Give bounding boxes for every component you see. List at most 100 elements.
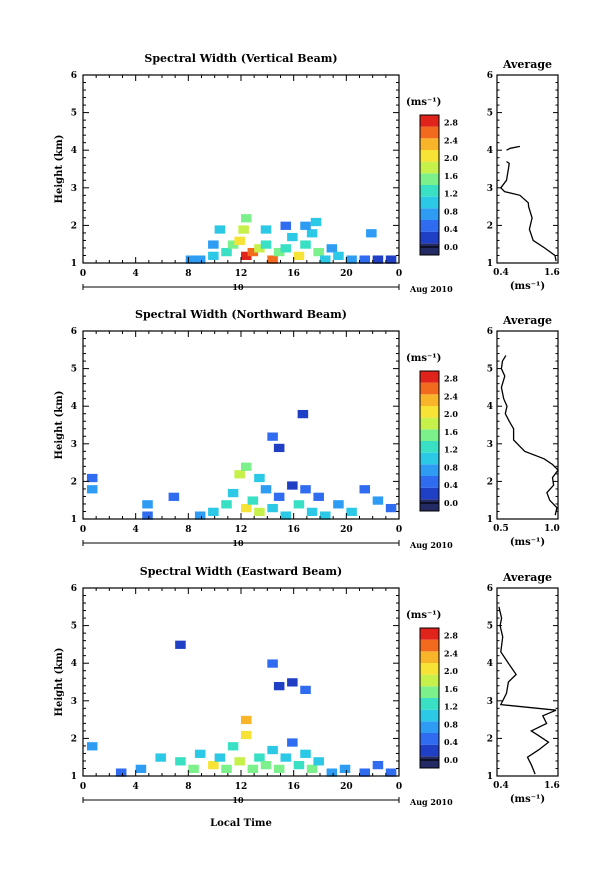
heatmap-cell [280, 753, 292, 762]
heatmap-cell [300, 221, 311, 230]
colorbar-swatch [420, 126, 439, 139]
colorbar-swatch [420, 721, 439, 733]
heatmap-cell [185, 255, 197, 264]
x-tick-label: 4 [133, 269, 139, 279]
heatmap-cell [260, 225, 272, 234]
x-tick-label: 0 [80, 269, 86, 279]
colorbar-swatch [420, 733, 439, 745]
colorbar-tick-label: 0.4 [444, 480, 458, 490]
colorbar-tick-label: 1.2 [444, 445, 458, 455]
heatmap-cell [273, 492, 285, 501]
colorbar-tick-label: 0.8 [444, 719, 458, 729]
colorbar-tick-label: 2.0 [444, 666, 458, 676]
colorbar-tick-label: 0.8 [444, 462, 458, 472]
heatmap-cell [214, 225, 226, 234]
heatmap-cell [214, 753, 226, 762]
colorbar-swatch [420, 196, 439, 209]
heatmap-cell [260, 240, 272, 249]
heatmap-cell [247, 764, 259, 773]
colorbar-tick-label: 2.0 [444, 153, 458, 163]
colorbar-swatch [420, 709, 439, 722]
heatmap-cell [306, 764, 318, 773]
heatmap-cell [287, 738, 298, 747]
colorbar-swatch [420, 394, 439, 406]
heatmap-cell [273, 247, 285, 257]
average-x-tick-label: 0.4 [493, 268, 509, 278]
x-tick-label: 20 [340, 269, 353, 279]
heatmap-cell [339, 764, 351, 773]
heatmap-cell [297, 409, 309, 419]
heatmap-cell [273, 682, 285, 691]
heatmap-cell [86, 473, 98, 483]
heatmap-cell [234, 470, 245, 479]
colorbar-units: (ms⁻¹) [406, 97, 441, 108]
y-tick-label: 1 [71, 772, 77, 782]
y-tick-label: 1 [71, 259, 77, 269]
heatmap-cell [234, 757, 245, 766]
x-tick-label: 16 [287, 525, 300, 535]
heatmap-cell [254, 473, 265, 483]
y-tick-label: 4 [71, 659, 77, 669]
colorbar-swatch [420, 674, 439, 687]
panel-title: Spectral Width (Northward Beam) [135, 308, 347, 321]
average-frame [496, 330, 559, 520]
heatmap-cell [267, 503, 278, 513]
heatmap-cell [208, 507, 219, 516]
average-y-tick-label: 1 [487, 515, 493, 525]
y-tick-label: 5 [71, 365, 77, 375]
average-profile-line [498, 606, 557, 775]
heatmap-cell [208, 240, 219, 249]
average-y-tick-label: 2 [487, 221, 493, 231]
heatmap-cell [313, 247, 324, 257]
heatmap-cell [300, 240, 311, 249]
y-tick-label: 3 [71, 440, 77, 450]
heatmap-cell [346, 507, 357, 516]
y-tick-label: 6 [71, 584, 77, 594]
heatmap-cell [175, 640, 186, 649]
heatmap-cell [273, 443, 285, 453]
colorbar-swatch [420, 476, 439, 488]
colorbar-tick-label: 2.8 [444, 374, 458, 384]
heatmap-cell [234, 236, 245, 245]
average-frame [496, 587, 559, 777]
colorbar-frame [419, 114, 440, 256]
x-tick-label: 20 [340, 782, 353, 792]
colorbar-swatch [420, 220, 439, 232]
y-tick-label: 4 [71, 402, 77, 412]
colorbar-tick-label: 2.8 [444, 118, 458, 128]
colorbar-tick-label: 0.0 [444, 498, 458, 508]
colorbar-swatch [420, 150, 439, 162]
y-tick-label: 4 [71, 146, 77, 156]
average-x-tick-label: 1.6 [544, 268, 560, 278]
x-tick-label: 20 [340, 525, 353, 535]
heatmap-cell [221, 247, 232, 257]
colorbar-swatch [420, 441, 439, 453]
heatmap-cell [293, 251, 305, 260]
y-axis-label: Height (km) [54, 391, 65, 460]
average-profile-line [506, 145, 521, 151]
average-y-tick-label: 2 [487, 734, 493, 744]
heatmap-cell [333, 500, 344, 509]
heatmap-cell [260, 760, 272, 770]
colorbar-tick-label: 2.4 [444, 135, 458, 145]
x-tick-label: 0 [396, 525, 402, 535]
date-label: Aug 2010 [409, 284, 453, 294]
panel-2: Spectral Width (Northward Beam)0 4 8 12 16 20… [54, 308, 560, 550]
plot-frame [82, 74, 400, 264]
heatmap-cell [287, 678, 298, 687]
heatmap-cell [241, 251, 252, 260]
colorbar-swatch [420, 243, 439, 255]
colorbar-swatch [420, 208, 439, 220]
colorbar-swatch [420, 756, 439, 768]
heatmap-cell [359, 768, 371, 777]
heatmap-cell [142, 500, 153, 509]
average-y-tick-label: 5 [487, 622, 493, 632]
heatmap-cell [267, 659, 278, 668]
colorbar-swatch [420, 663, 439, 675]
heatmap-cell [267, 432, 278, 441]
panel-1: Spectral Width (Vertical Beam)0 4 8 12 16 20 0… [54, 52, 560, 294]
colorbar-swatch [420, 639, 439, 652]
heatmap-cell [280, 244, 292, 253]
heatmap-cell [188, 764, 199, 773]
